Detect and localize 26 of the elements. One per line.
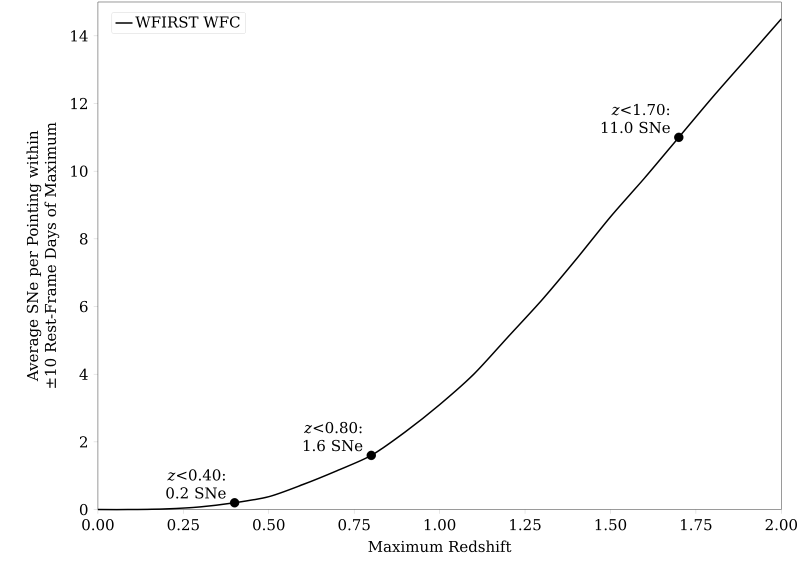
point (674, 132, 684, 142)
y-tick-label: 14 (71, 30, 88, 42)
y-axis-title: Average SNe per Pointing within ±10 Rest-Frame Days of Maximum (26, 122, 60, 388)
x-tick-label: 0.50 (253, 518, 284, 530)
legend-label: WFIRST WFC (135, 16, 240, 28)
x-tick-label: 1.50 (596, 518, 626, 530)
x-tick-label: 1.00 (424, 518, 456, 530)
y-tick-label: 4 (79, 368, 88, 380)
y-tick-label: 10 (71, 165, 88, 177)
point (230, 498, 240, 508)
annotation: z<1.70: 11.0 SNe (602, 104, 670, 133)
x-tick-label: 1.75 (681, 518, 712, 530)
annotation: z<0.80: 1.6 SNe (304, 422, 362, 451)
y-tick-label: 2 (80, 436, 88, 448)
x-tick-label: 0.00 (82, 518, 114, 530)
point (366, 450, 376, 460)
x-tick-label: 0.75 (338, 518, 370, 530)
x-tick-label: 2.00 (766, 518, 797, 530)
y-tick-label: 0 (80, 504, 88, 515)
y-tick-label: 6 (80, 300, 88, 312)
y-tick-label: 12 (71, 98, 88, 109)
x-axis-title: Maximum Redshift (368, 540, 512, 552)
x-tick-label: 0.25 (168, 518, 199, 530)
y-tick-label: 8 (80, 232, 88, 244)
annotation: z<0.40: 0.2 SNe (166, 469, 226, 498)
x-tick-label: 1.25 (510, 518, 541, 530)
